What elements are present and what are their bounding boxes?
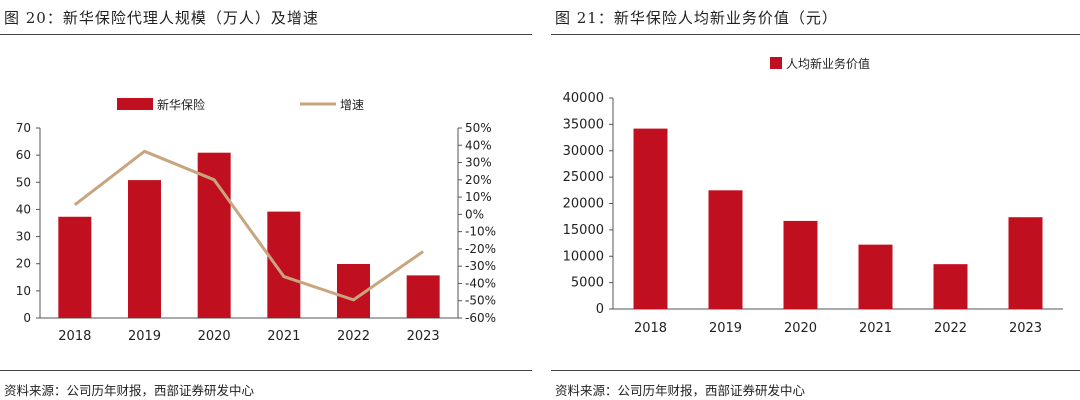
right-tick-label: -50% [465, 294, 496, 308]
bar-2022 [933, 264, 968, 309]
right-tick-label: 20% [465, 173, 492, 187]
y-tick-label: 35000 [563, 117, 604, 132]
right-tick-label: 0% [465, 207, 484, 221]
right-chart: 0 5000 10000 15000 20000 25000 30000 35000 40000… [563, 56, 1063, 336]
right-figure-title: 图 21：新华保险人均新业务价值（元） [555, 9, 838, 27]
right-tick-label: -30% [465, 259, 496, 273]
right-figure-panel: 图 21：新华保险人均新业务价值（元） 0 5000 10000 15000 20000… [551, 0, 1080, 400]
left-title-rule [0, 34, 532, 35]
left-source-rule [0, 370, 532, 371]
legend-label: 人均新业务价值 [786, 56, 870, 71]
bar-2019 [708, 190, 743, 309]
legend-swatch [770, 57, 782, 69]
legend-line-label: 增速 [340, 98, 364, 112]
x-tick-label: 2020 [198, 329, 231, 344]
bar-2021 [267, 211, 301, 318]
bar-2020 [197, 152, 231, 318]
x-tick-label: 2019 [709, 321, 742, 336]
x-tick-label: 2018 [634, 321, 667, 336]
left-tick-label: 20 [16, 257, 31, 271]
x-tick-label: 2019 [128, 329, 161, 344]
bar-2020 [783, 220, 818, 309]
left-tick-label: 50 [16, 175, 31, 189]
y-tick-label: 10000 [563, 249, 604, 264]
right-tick-label: 10% [465, 190, 492, 204]
y-tick-label: 5000 [571, 276, 604, 291]
right-tick-label: 40% [465, 138, 492, 152]
right-tick-label: -10% [465, 225, 496, 239]
left-tick-label: 30 [16, 230, 31, 244]
y-tick-label: 30000 [563, 144, 604, 159]
x-tick-label: 2018 [58, 329, 91, 344]
right-tick-label: -40% [465, 276, 496, 290]
x-tick-label: 2023 [1009, 321, 1042, 336]
bar-2021 [858, 244, 893, 309]
left-tick-label: 10 [16, 284, 31, 298]
left-tick-label: 0 [23, 311, 31, 325]
bar-2019 [128, 180, 161, 318]
right-tick-label: -20% [465, 242, 496, 256]
x-tick-label: 2022 [337, 329, 370, 344]
y-tick-label: 25000 [563, 170, 604, 185]
bar-2018 [58, 216, 92, 318]
y-tick-label: 15000 [563, 223, 604, 238]
left-tick-label: 60 [16, 148, 31, 162]
left-tick-label: 40 [16, 202, 31, 216]
right-title-rule [551, 34, 1080, 35]
right-tick-label: -60% [465, 311, 496, 325]
x-tick-label: 2020 [784, 321, 817, 336]
left-chart: 0 10 20 30 40 50 60 70 -60% -50% -40% -30% -20% -10% 0… [16, 97, 496, 344]
x-tick-label: 2021 [267, 329, 300, 344]
legend-bar-label: 新华保险 [157, 97, 205, 112]
left-figure-panel: 图 20：新华保险代理人规模（万人）及增速 0 10 20 30 40 50 60 70 -60… [0, 0, 532, 400]
right-tick-label: 30% [465, 156, 492, 170]
left-figure-title: 图 20：新华保险代理人规模（万人）及增速 [4, 9, 319, 27]
x-tick-label: 2021 [859, 321, 892, 336]
y-tick-label: 0 [596, 302, 604, 317]
x-tick-label: 2023 [407, 329, 440, 344]
bar-2018 [633, 128, 668, 309]
left-source-note: 资料来源：公司历年财报，西部证券研发中心 [4, 383, 255, 398]
left-tick-label: 70 [16, 121, 31, 135]
x-tick-label: 2022 [934, 321, 967, 336]
right-source-note: 资料来源：公司历年财报，西部证券研发中心 [555, 383, 806, 398]
y-tick-label: 40000 [563, 91, 604, 106]
growth-line [73, 149, 425, 302]
right-source-rule [551, 370, 1080, 371]
bar-2023 [1008, 217, 1043, 309]
bar-2023 [406, 275, 440, 318]
right-tick-label: 50% [465, 121, 492, 135]
legend-bar-swatch [117, 98, 153, 110]
y-tick-label: 20000 [563, 197, 604, 212]
